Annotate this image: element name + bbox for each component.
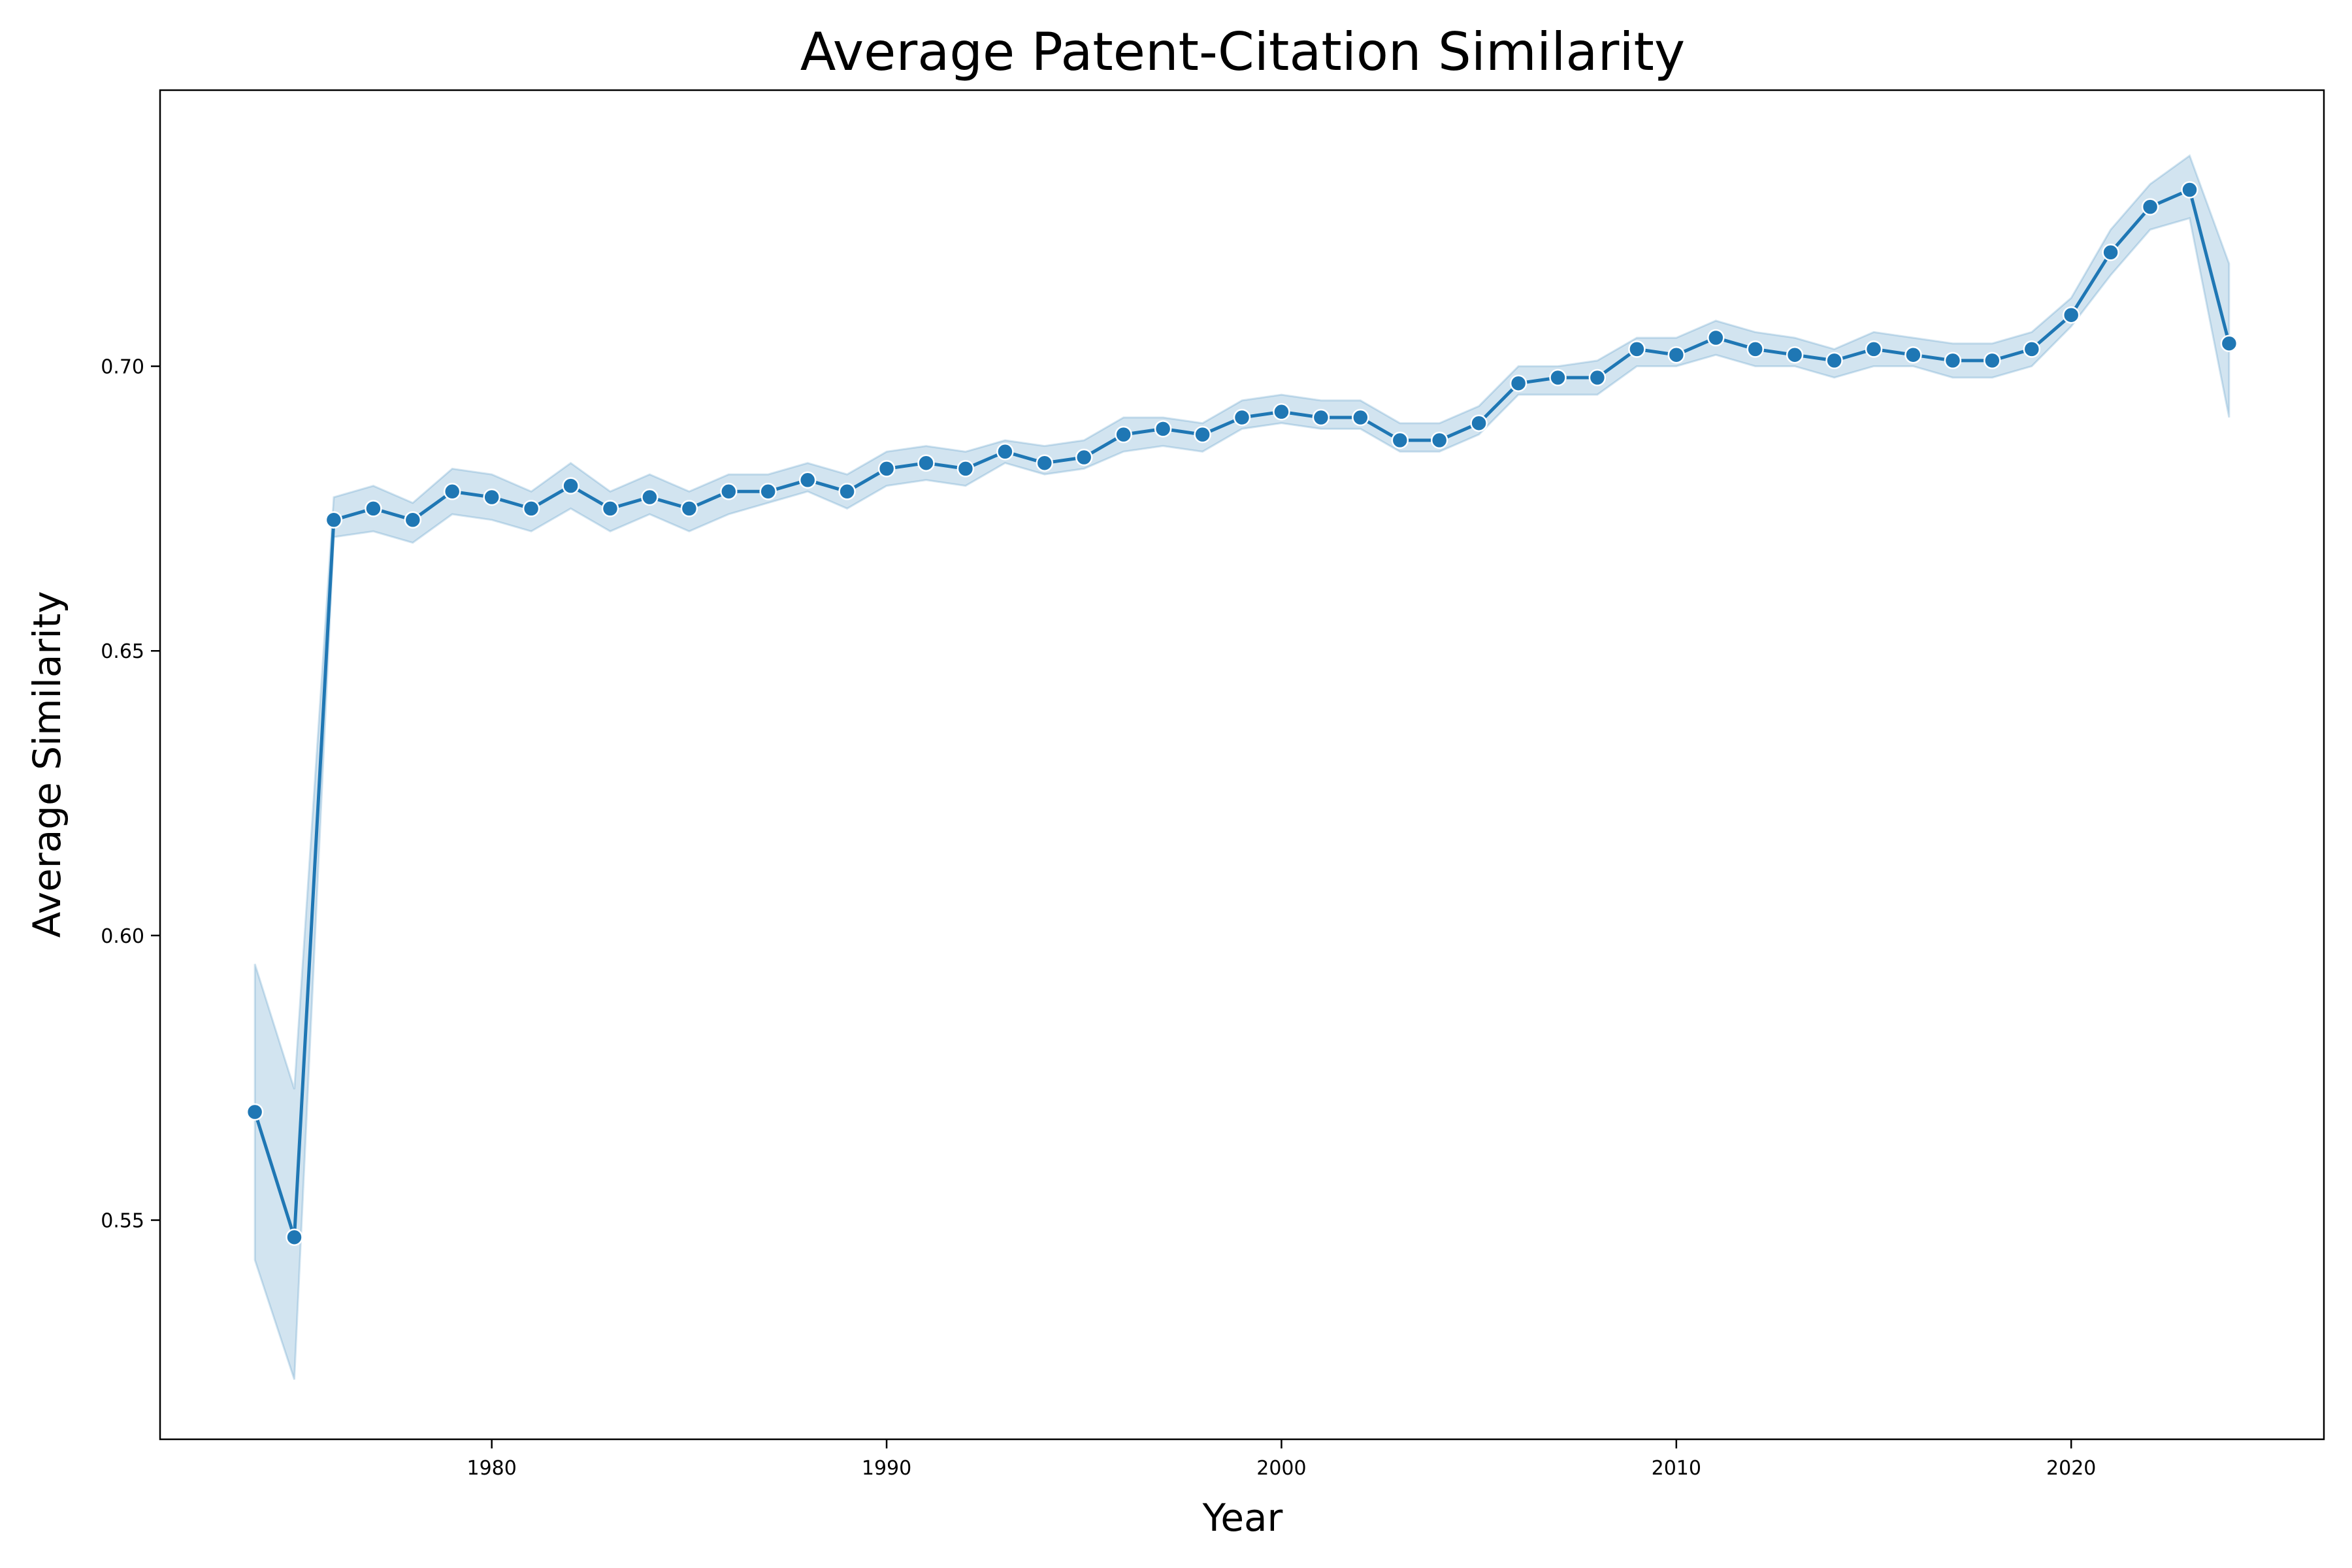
- data-point: [1313, 410, 1329, 425]
- data-point: [2142, 199, 2158, 215]
- x-tick-label: 2010: [1652, 1457, 1701, 1480]
- data-point: [1629, 341, 1644, 357]
- y-tick-label: 0.55: [101, 1210, 144, 1233]
- data-point: [997, 444, 1013, 459]
- data-point: [1866, 341, 1882, 357]
- data-point: [721, 483, 736, 499]
- data-point: [879, 461, 894, 476]
- data-point: [1273, 404, 1289, 419]
- data-point: [1471, 416, 1487, 431]
- data-point: [840, 483, 855, 499]
- data-point: [405, 512, 421, 528]
- data-point: [1787, 347, 1803, 363]
- data-point: [1234, 410, 1250, 425]
- data-point: [602, 500, 618, 516]
- y-axis-ticks: 0.55 0.60 0.65 0.70: [101, 356, 160, 1233]
- data-point: [681, 500, 697, 516]
- data-point: [1392, 433, 1408, 448]
- data-point: [2221, 336, 2237, 351]
- data-point: [563, 478, 579, 494]
- data-point: [1669, 347, 1684, 363]
- data-point: [1550, 370, 1566, 385]
- data-point: [2063, 307, 2079, 323]
- data-point: [1511, 376, 1526, 391]
- data-point: [1748, 341, 1763, 357]
- x-tick-label: 2020: [2046, 1457, 2096, 1480]
- data-point: [1116, 427, 1132, 442]
- x-tick-label: 2000: [1256, 1457, 1306, 1480]
- y-tick-label: 0.65: [101, 640, 144, 663]
- data-point: [642, 489, 657, 505]
- x-axis-ticks: 1980 1990 2000 2010 2020: [466, 1439, 2096, 1480]
- data-point: [444, 483, 460, 499]
- data-point: [760, 483, 776, 499]
- data-point: [800, 472, 815, 488]
- data-point: [1945, 353, 1961, 368]
- data-point: [1037, 455, 1053, 471]
- y-tick-label: 0.70: [101, 356, 144, 379]
- confidence-band: [255, 155, 2229, 1379]
- data-point: [1195, 427, 1211, 442]
- data-point: [1984, 353, 2000, 368]
- data-point: [1827, 353, 1842, 368]
- confidence-band-layer: [255, 155, 2229, 1379]
- data-point: [523, 500, 539, 516]
- chart-title: Average Patent-Citation Similarity: [800, 22, 1686, 82]
- y-tick-label: 0.60: [101, 925, 144, 948]
- data-point: [958, 461, 973, 476]
- data-point: [326, 512, 342, 528]
- x-tick-label: 1990: [862, 1457, 911, 1480]
- data-point: [2024, 341, 2040, 357]
- data-point: [287, 1230, 302, 1245]
- data-point: [247, 1104, 263, 1120]
- data-point: [365, 500, 381, 516]
- y-axis-label: Average Similarity: [25, 591, 69, 938]
- x-tick-label: 1980: [466, 1457, 516, 1480]
- data-point: [2103, 244, 2119, 260]
- data-point: [1352, 410, 1368, 425]
- plot-area: [160, 90, 2324, 1439]
- data-point: [1708, 330, 1723, 346]
- data-point: [1076, 449, 1092, 465]
- data-point: [1590, 370, 1605, 385]
- x-axis-label: Year: [1202, 1495, 1283, 1540]
- data-point: [1905, 347, 1921, 363]
- data-point: [484, 489, 500, 505]
- data-point: [1431, 433, 1447, 448]
- data-point: [919, 455, 934, 471]
- data-point: [2182, 182, 2198, 198]
- data-point: [1155, 421, 1171, 436]
